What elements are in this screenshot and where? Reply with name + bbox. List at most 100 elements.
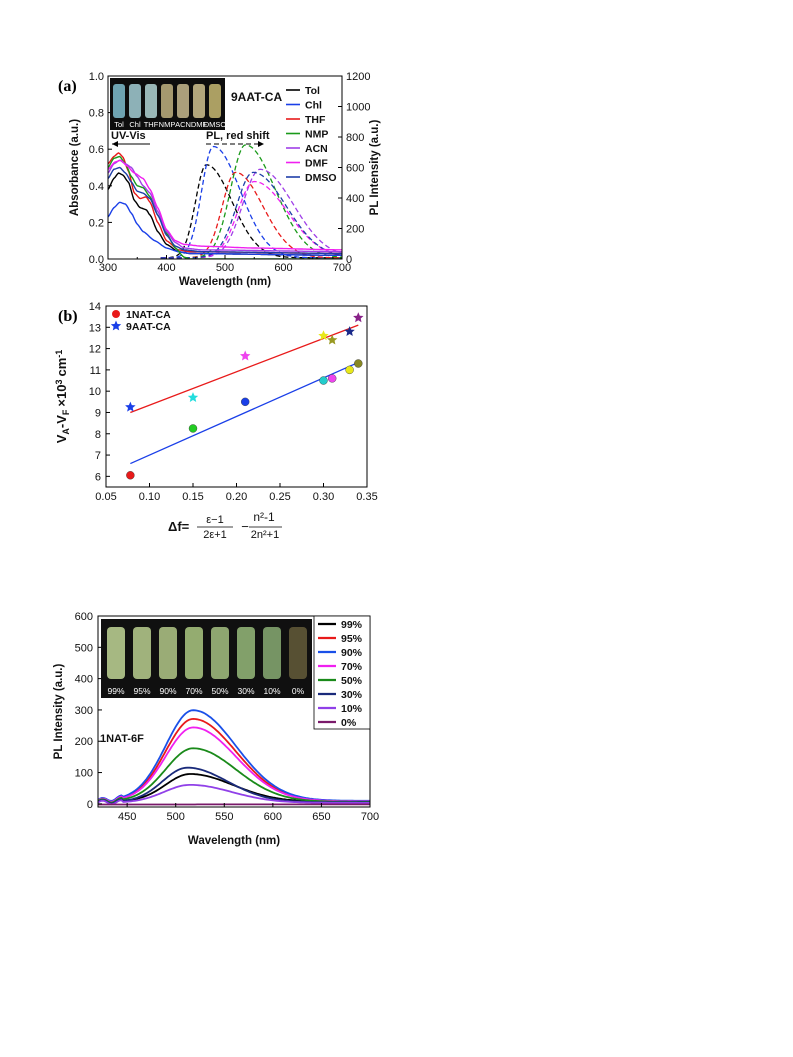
a-ytick-label: 0.2 xyxy=(89,217,104,229)
a-xtick-label: 700 xyxy=(333,262,351,274)
a-y2tick-label: 200 xyxy=(346,224,364,236)
pl-line-DMSO xyxy=(160,171,342,259)
b-ylabel-part: ×10 xyxy=(54,385,69,407)
a-y2tick-label: 800 xyxy=(346,132,364,144)
a-ytick-label: 0.6 xyxy=(89,144,104,156)
b-ylabel-part: 3 xyxy=(54,380,64,385)
panel-c: 450 500 550 600 650 700 0 100 200 300 400 500 600 Wav… xyxy=(53,611,379,847)
a-vial xyxy=(193,84,205,118)
panel-b-frame xyxy=(105,305,368,488)
a-y2tick-label: 1000 xyxy=(346,102,370,114)
a-uvvis-label: UV-Vis xyxy=(111,130,146,142)
b-point-star xyxy=(353,312,364,323)
b-point-star xyxy=(187,392,199,402)
b-point-circle xyxy=(354,359,363,368)
b-point-star xyxy=(344,326,355,336)
b-ytick-label: 12 xyxy=(89,344,101,356)
a-panel-label: (a) xyxy=(58,78,77,95)
a-vial-label: DMSO xyxy=(204,120,227,129)
a-vial-label: THF xyxy=(144,120,159,129)
pl-line-ACN xyxy=(160,168,342,259)
b-xtick-label: 0.25 xyxy=(269,491,290,503)
c-ytick-label: 500 xyxy=(75,642,93,654)
b-ylabel-text: VA-VF×103cm-1 xyxy=(54,350,71,444)
a-vial xyxy=(145,84,157,118)
a-vial-label: Chl xyxy=(129,120,141,129)
b-legend-label: 1NAT-CA xyxy=(126,309,171,321)
c-xtick-label: 500 xyxy=(167,811,185,823)
a-vial-label: NMP xyxy=(159,120,176,129)
a-vial xyxy=(177,84,189,118)
b-point-circle xyxy=(345,365,354,375)
a-vial-label: Tol xyxy=(114,120,124,129)
a-ytick-label: 0.4 xyxy=(89,181,104,193)
a-ytick-label: 0.0 xyxy=(89,254,104,266)
b-ytick-label: 11 xyxy=(90,365,101,377)
a-xlabel: Wavelength (nm) xyxy=(179,276,271,288)
c-xtick-label: 700 xyxy=(361,811,379,823)
c-ylabel: PL Intensity (a.u.) xyxy=(53,664,65,760)
c-legend-label: 90% xyxy=(341,647,363,659)
b-ytick-label: 13 xyxy=(89,322,101,334)
c-vial xyxy=(185,627,203,679)
a-xtick-label: 300 xyxy=(99,262,117,274)
c-ytick-label: 200 xyxy=(75,736,93,748)
a-ytick-label: 1.0 xyxy=(89,71,104,83)
b-ytick-label: 14 xyxy=(89,301,101,313)
b-frac1-den: 2ε+1 xyxy=(203,529,227,541)
a-legend-label: NMP xyxy=(305,129,328,141)
a-vial xyxy=(113,84,125,118)
abs-line-Chl xyxy=(108,201,342,256)
c-annotation: 1NAT-6F xyxy=(100,733,144,745)
b-ytick-label: 10 xyxy=(89,386,101,398)
c-vial xyxy=(237,627,255,679)
b-ylabel-part: cm xyxy=(54,358,69,377)
pl-line-NMP xyxy=(160,144,342,259)
c-xtick-label: 600 xyxy=(264,811,282,823)
b-xtick-label: 0.05 xyxy=(95,491,116,503)
a-ylabel: Absorbance (a.u.) xyxy=(69,119,81,216)
a-legend-label: Chl xyxy=(305,100,322,112)
b-fit-line xyxy=(130,324,359,414)
b-panel-label: (b) xyxy=(58,308,78,325)
b-frac2-num: n²-1 xyxy=(253,510,275,524)
c-xtick-label: 550 xyxy=(215,811,233,823)
c-line-10% xyxy=(98,784,370,806)
b-point-circle xyxy=(328,374,337,383)
c-ytick-label: 300 xyxy=(75,705,93,717)
c-vial xyxy=(159,627,177,679)
b-point-star xyxy=(318,330,329,341)
a-vial-label: ACN xyxy=(175,120,191,129)
b-xlabel-prefix: Δf= xyxy=(168,519,190,534)
a-y2label: PL Intensity (a.u.) xyxy=(369,120,381,216)
b-xtick-label: 0.30 xyxy=(313,491,334,503)
c-legend-label: 30% xyxy=(341,689,363,701)
b-frac2-den: 2n²+1 xyxy=(251,529,279,541)
b-ylabel-part: -1 xyxy=(54,350,64,358)
c-legend-label: 70% xyxy=(341,661,363,673)
a-y2tick-label: 400 xyxy=(346,193,364,205)
c-vial xyxy=(289,627,307,679)
a-uvvis-arrowhead xyxy=(112,141,118,147)
abs-line-DMSO xyxy=(108,166,342,255)
c-vial-label: 30% xyxy=(237,686,254,696)
a-vial xyxy=(129,84,141,118)
b-point-circle xyxy=(188,424,198,433)
c-legend-label: 50% xyxy=(341,675,363,687)
a-legend-label: DMF xyxy=(305,158,328,170)
c-ytick-label: 0 xyxy=(87,799,93,811)
b-ylabel-part: V xyxy=(54,415,69,424)
b-ylabel-part: F xyxy=(61,409,71,415)
a-pl-label: PL, red shift xyxy=(206,130,270,142)
a-annotation: 9AAT-CA xyxy=(231,90,282,104)
b-ytick-label: 7 xyxy=(95,450,101,462)
c-ytick-label: 100 xyxy=(75,768,93,780)
b-ytick-label: 6 xyxy=(95,471,101,483)
a-legend-label: Tol xyxy=(305,85,320,97)
c-legend-label: 10% xyxy=(341,703,363,715)
a-y2tick-label: 600 xyxy=(346,163,364,175)
c-xtick-label: 650 xyxy=(312,811,330,823)
c-vial xyxy=(133,627,151,679)
a-y2tick-label: 0 xyxy=(346,254,352,266)
